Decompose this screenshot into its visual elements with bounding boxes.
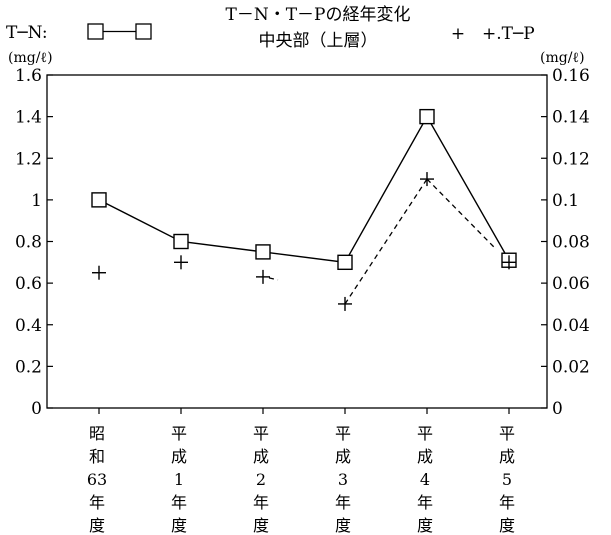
category-5-char-4: 度: [499, 516, 515, 535]
right-tick-label-7: 0.14: [552, 108, 590, 128]
legend-tp-marker: +: [451, 24, 465, 44]
category-4-char-4: 度: [417, 516, 433, 535]
category-0-char-4: 度: [89, 516, 105, 535]
tn-line: [98, 115, 510, 264]
category-1-char-4: 度: [171, 516, 187, 535]
right-tick-label-0: 0: [552, 399, 563, 419]
tp-point-2: [256, 269, 270, 284]
tp-line-2-stub: [268, 277, 279, 281]
category-0-char-3: 年: [89, 493, 105, 512]
category-5-char-2: 5: [502, 470, 512, 489]
chart-axes: 0 0.2 0.4 0.6 0.8 1 1.2 1.4 1.6 0 0.02 0.04 0.06 0.08…: [15, 66, 590, 419]
category-0-char-0: 昭: [89, 424, 105, 443]
category-3-char-2: 3: [338, 470, 348, 489]
category-4-char-3: 年: [417, 493, 433, 512]
tn-point-2: [255, 244, 271, 260]
legend-tp-label: +.T─P: [482, 24, 535, 44]
tp-point-1: [174, 255, 188, 270]
category-5-char-1: 成: [499, 447, 515, 466]
right-axis-unit: (mg/ℓ): [540, 50, 585, 66]
left-tick-label-4: 0.8: [15, 233, 42, 253]
tp-series: [92, 172, 516, 311]
category-2-char-1: 成: [253, 447, 269, 466]
right-tick-label-4: 0.08: [552, 233, 590, 253]
right-tick-label-6: 0.12: [552, 149, 590, 169]
right-tick-label-5: 0.1: [552, 191, 579, 211]
tp-point-0: [92, 265, 106, 280]
category-0-char-2: 63: [87, 470, 107, 489]
legend-tn-label: T─N:: [6, 23, 48, 43]
right-tick-label-1: 0.02: [552, 357, 590, 377]
left-tick-label-2: 0.4: [15, 316, 42, 336]
category-4-char-1: 成: [417, 447, 433, 466]
chart-subtitle: 中央部（上層）: [259, 31, 378, 51]
category-2-char-0: 平: [253, 424, 269, 443]
chart-title: T－N・T－Pの経年変化: [226, 5, 411, 25]
legend-tn-square-2: [135, 23, 152, 40]
left-tick-label-5: 1: [31, 191, 42, 211]
left-tick-label-7: 1.4: [15, 108, 42, 128]
left-tick-label-1: 0.2: [15, 357, 42, 377]
left-tick-label-0: 0: [31, 399, 42, 419]
category-1-char-1: 成: [171, 447, 187, 466]
right-tick-label-8: 0.16: [552, 66, 590, 86]
category-5-char-0: 平: [499, 424, 515, 443]
tp-line-3-4: [344, 178, 428, 305]
category-3-char-4: 度: [335, 516, 351, 535]
tn-point-0: [91, 192, 107, 208]
tp-point-5: [502, 255, 516, 270]
category-1-char-2: 1: [174, 470, 184, 489]
category-1-char-3: 年: [171, 493, 187, 512]
category-5-char-3: 年: [499, 493, 515, 512]
tp-point-3: [338, 296, 352, 311]
tp-point-4: [420, 172, 434, 187]
plot-frame: [46, 74, 548, 409]
left-tick-label-3: 0.6: [15, 274, 42, 294]
category-2-char-4: 度: [253, 516, 269, 535]
category-3-char-1: 成: [335, 447, 351, 466]
right-tick-label-3: 0.06: [552, 274, 590, 294]
category-2-char-3: 年: [253, 493, 269, 512]
legend-tn-square-1: [87, 23, 104, 40]
category-0-char-1: 和: [89, 447, 105, 466]
category-1-char-0: 平: [171, 424, 187, 443]
category-4-char-0: 平: [417, 424, 433, 443]
category-4-char-2: 4: [420, 470, 430, 489]
category-3-char-0: 平: [335, 424, 351, 443]
tn-series: [91, 108, 517, 271]
tp-line-4-5: [426, 178, 495, 248]
left-tick-label-8: 1.6: [15, 66, 42, 86]
left-tick-label-6: 1.2: [15, 149, 42, 169]
category-2-char-2: 2: [256, 470, 266, 489]
right-tick-label-2: 0.04: [552, 316, 590, 336]
tn-point-1: [173, 233, 189, 250]
category-3-char-3: 年: [335, 493, 351, 512]
left-axis-unit: (mg/ℓ): [8, 50, 53, 66]
tn-point-3: [337, 254, 353, 271]
legend-tn-marker: [87, 23, 152, 40]
tn-point-4: [419, 108, 435, 125]
